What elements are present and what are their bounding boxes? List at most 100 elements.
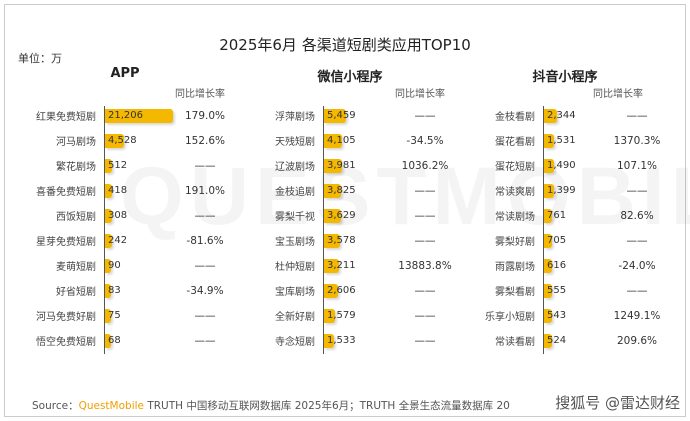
growth-value: 1036.2%: [401, 160, 449, 172]
category-label: 西饭短剧: [56, 212, 96, 223]
unit-label: 单位：万: [18, 52, 62, 65]
category-label: 金枝看剧: [495, 112, 535, 123]
panel-header: APP: [110, 66, 140, 81]
bar: [105, 134, 125, 148]
category-label: 河马免费好剧: [36, 312, 96, 323]
growth-value: -81.6%: [186, 235, 224, 247]
category-label: 繁花剧场: [56, 162, 96, 173]
growth-value: 82.6%: [620, 210, 654, 222]
value-label: 3,825: [327, 185, 356, 196]
value-label: 4,105: [327, 135, 356, 146]
growth-value: ——: [626, 110, 648, 122]
bar: [544, 309, 552, 323]
value-label: 543: [547, 310, 567, 321]
bar: [324, 109, 346, 123]
bar: [544, 334, 552, 348]
bar: [324, 309, 335, 323]
source-brand: QuestMobile: [78, 400, 144, 412]
category-label: 雾梨千视: [275, 212, 315, 223]
category-label: 杜仲短剧: [275, 262, 315, 273]
bar: [324, 209, 341, 223]
value-label: 3,629: [327, 210, 356, 221]
growth-value: -24.0%: [618, 260, 656, 272]
growth-value: ——: [194, 335, 216, 347]
bar: [544, 284, 552, 298]
growth-value: ——: [414, 235, 436, 247]
value-label: 3,578: [327, 235, 356, 246]
source-footer: Source：QuestMobile TRUTH 中国移动互联网数据库 2025…: [32, 398, 510, 413]
bar-axis: [323, 106, 324, 354]
category-label: 麦萌短剧: [56, 262, 96, 273]
category-label: 乐享小短剧: [485, 312, 535, 323]
bar: [544, 209, 553, 223]
category-label: 浮萍剧场: [275, 112, 315, 123]
category-label: 河马剧场: [56, 137, 96, 148]
bar: [324, 184, 342, 198]
value-label: 418: [108, 185, 128, 196]
growth-value: 209.6%: [616, 335, 658, 347]
value-label: 555: [547, 285, 567, 296]
value-label: 512: [108, 160, 128, 171]
bar: [105, 334, 112, 348]
growth-header: 同比增长率: [593, 89, 643, 100]
growth-value: ——: [414, 335, 436, 347]
category-label: 蛋花看剧: [495, 137, 535, 148]
value-label: 1,531: [547, 135, 576, 146]
sohu-watermark: 搜狐号 @雷达财经: [555, 394, 680, 412]
value-label: 308: [108, 210, 128, 221]
value-label: 68: [108, 335, 121, 346]
source-text: TRUTH 中国移动互联网数据库 2025年6月；TRUTH 全景生态流量数据库…: [144, 400, 510, 412]
category-label: 常读爽剧: [495, 187, 535, 198]
bar: [105, 159, 113, 173]
growth-value: ——: [194, 160, 216, 172]
value-label: 21,206: [108, 110, 143, 121]
category-label: 红果免费短剧: [36, 112, 96, 123]
category-label: 好省短剧: [56, 287, 96, 298]
chart-title: 2025年6月 各渠道短剧类应用TOP10: [219, 36, 471, 54]
growth-value: ——: [194, 260, 216, 272]
bar: [105, 109, 173, 123]
category-label: 辽波剧场: [275, 162, 315, 173]
growth-value: 1370.3%: [613, 135, 661, 147]
bar: [105, 284, 112, 298]
growth-value: ——: [194, 310, 216, 322]
growth-value: ——: [414, 210, 436, 222]
bar-axis: [104, 106, 105, 354]
growth-value: -34.5%: [406, 135, 444, 147]
bar: [324, 334, 335, 348]
value-label: 1,533: [327, 335, 356, 346]
growth-value: 13883.8%: [398, 260, 452, 272]
bar: [544, 134, 555, 148]
value-label: 2,344: [547, 110, 576, 121]
bar: [544, 184, 555, 198]
growth-value: ——: [626, 185, 648, 197]
category-label: 雨露剧场: [495, 262, 535, 273]
growth-header: 同比增长率: [175, 89, 225, 100]
category-label: 宝库剧场: [275, 287, 315, 298]
value-label: 242: [108, 235, 128, 246]
category-label: 雾梨好剧: [495, 237, 535, 248]
value-label: 3,981: [327, 160, 356, 171]
value-label: 761: [547, 210, 567, 221]
value-label: 1,399: [547, 185, 576, 196]
value-label: 1,490: [547, 160, 576, 171]
value-label: 2,606: [327, 285, 356, 296]
bar: [324, 284, 338, 298]
growth-value: 152.6%: [184, 135, 226, 147]
growth-value: -34.9%: [186, 285, 224, 297]
value-label: 616: [547, 260, 567, 271]
watermark-logo: QUESTMOBILE: [120, 150, 690, 244]
value-label: 90: [108, 260, 121, 271]
bar: [324, 134, 342, 148]
bar: [324, 234, 341, 248]
growth-value: ——: [626, 235, 648, 247]
category-label: 金枝追剧: [275, 187, 315, 198]
growth-value: ——: [194, 210, 216, 222]
growth-value: 107.1%: [616, 160, 658, 172]
value-label: 75: [108, 310, 121, 321]
growth-value: 191.0%: [184, 185, 226, 197]
growth-value: ——: [626, 285, 648, 297]
bar: [324, 159, 342, 173]
category-label: 喜番免费短剧: [36, 187, 96, 198]
value-label: 524: [547, 335, 567, 346]
